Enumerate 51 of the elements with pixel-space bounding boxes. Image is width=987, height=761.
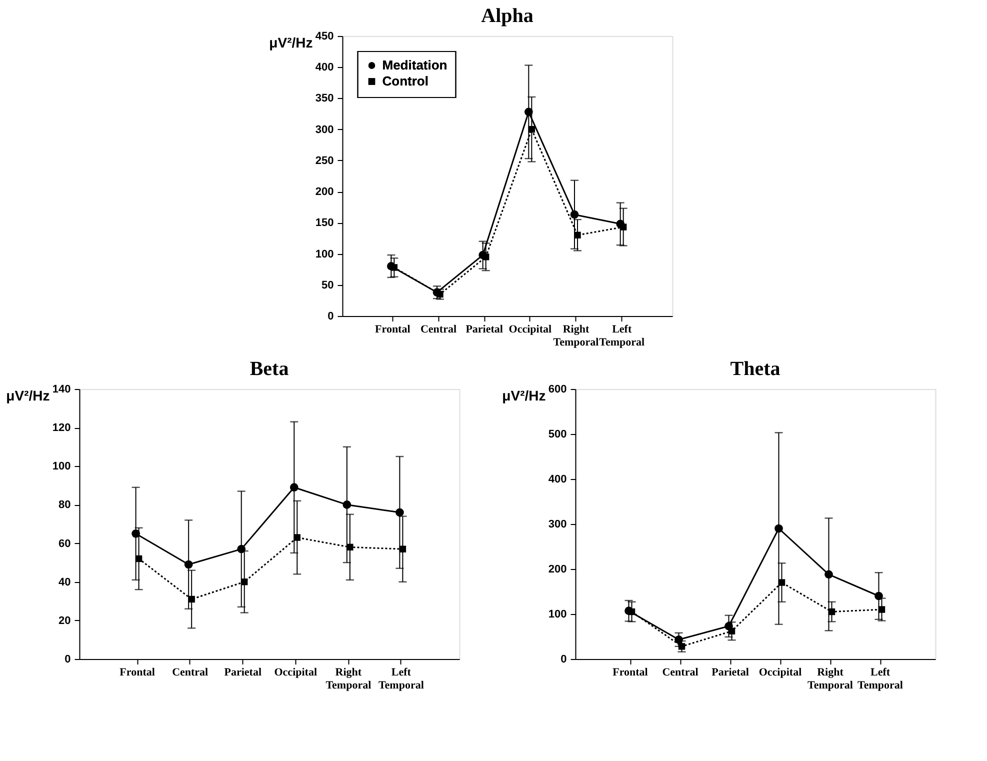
y-tick-label: 80 (58, 499, 71, 512)
y-tick-label: 0 (328, 310, 334, 322)
chart-title: Alpha (481, 5, 534, 27)
y-tick-label: 40 (58, 576, 71, 588)
y-tick-label: 120 (52, 422, 71, 434)
x-tick-label: Parietal (224, 666, 262, 678)
chart-title: Theta (730, 358, 780, 380)
chart-title: Beta (250, 358, 289, 380)
y-tick-label: 300 (548, 518, 567, 530)
y-tick-label: 100 (548, 608, 567, 620)
x-tick-label: Right Temporal (326, 666, 372, 692)
y-tick-label: 250 (315, 154, 334, 167)
x-tick-label: Right Temporal (808, 666, 853, 692)
legend-label: Meditation (382, 58, 448, 72)
y-tick-label: 60 (58, 538, 71, 550)
y-tick-label: 400 (315, 62, 334, 74)
y-axis-title: μV²/Hz (269, 34, 313, 50)
y-tick-label: 0 (560, 654, 567, 666)
x-tick-label: Parietal (466, 324, 503, 336)
x-tick-label: Left Temporal (599, 324, 645, 348)
y-tick-label: 450 (315, 30, 334, 42)
y-tick-label: 100 (52, 460, 71, 473)
x-tick-label: Frontal (612, 666, 648, 678)
x-tick-label: Occipital (508, 324, 552, 336)
legend-label: Control (382, 74, 428, 88)
y-tick-label: 500 (548, 428, 567, 440)
x-tick-label: Left Temporal (858, 666, 903, 692)
x-tick-label: Left Temporal (378, 666, 424, 692)
y-tick-label: 600 (548, 384, 567, 396)
x-tick-label: Occipital (758, 666, 802, 678)
x-tick-label: Central (662, 666, 698, 678)
y-axis-title: μV²/Hz (502, 388, 546, 404)
y-tick-label: 200 (315, 186, 334, 198)
x-tick-label: Parietal (712, 666, 749, 678)
y-tick-label: 350 (315, 92, 334, 105)
y-tick-label: 150 (315, 217, 334, 230)
y-tick-label: 140 (52, 384, 71, 396)
y-axis-title: μV²/Hz (6, 388, 50, 404)
x-tick-label: Central (172, 666, 208, 678)
y-tick-label: 400 (548, 474, 567, 486)
y-tick-label: 200 (548, 564, 567, 576)
x-tick-label: Central (420, 324, 457, 336)
y-tick-label: 300 (315, 124, 334, 136)
x-tick-label: Right Temporal (553, 324, 599, 348)
x-tick-label: Occipital (274, 666, 318, 678)
y-tick-label: 0 (64, 654, 71, 666)
x-tick-label: Frontal (375, 324, 410, 336)
x-tick-label: Frontal (120, 666, 155, 678)
y-tick-label: 20 (58, 614, 71, 627)
y-tick-label: 100 (315, 248, 334, 260)
y-tick-label: 50 (322, 279, 334, 292)
